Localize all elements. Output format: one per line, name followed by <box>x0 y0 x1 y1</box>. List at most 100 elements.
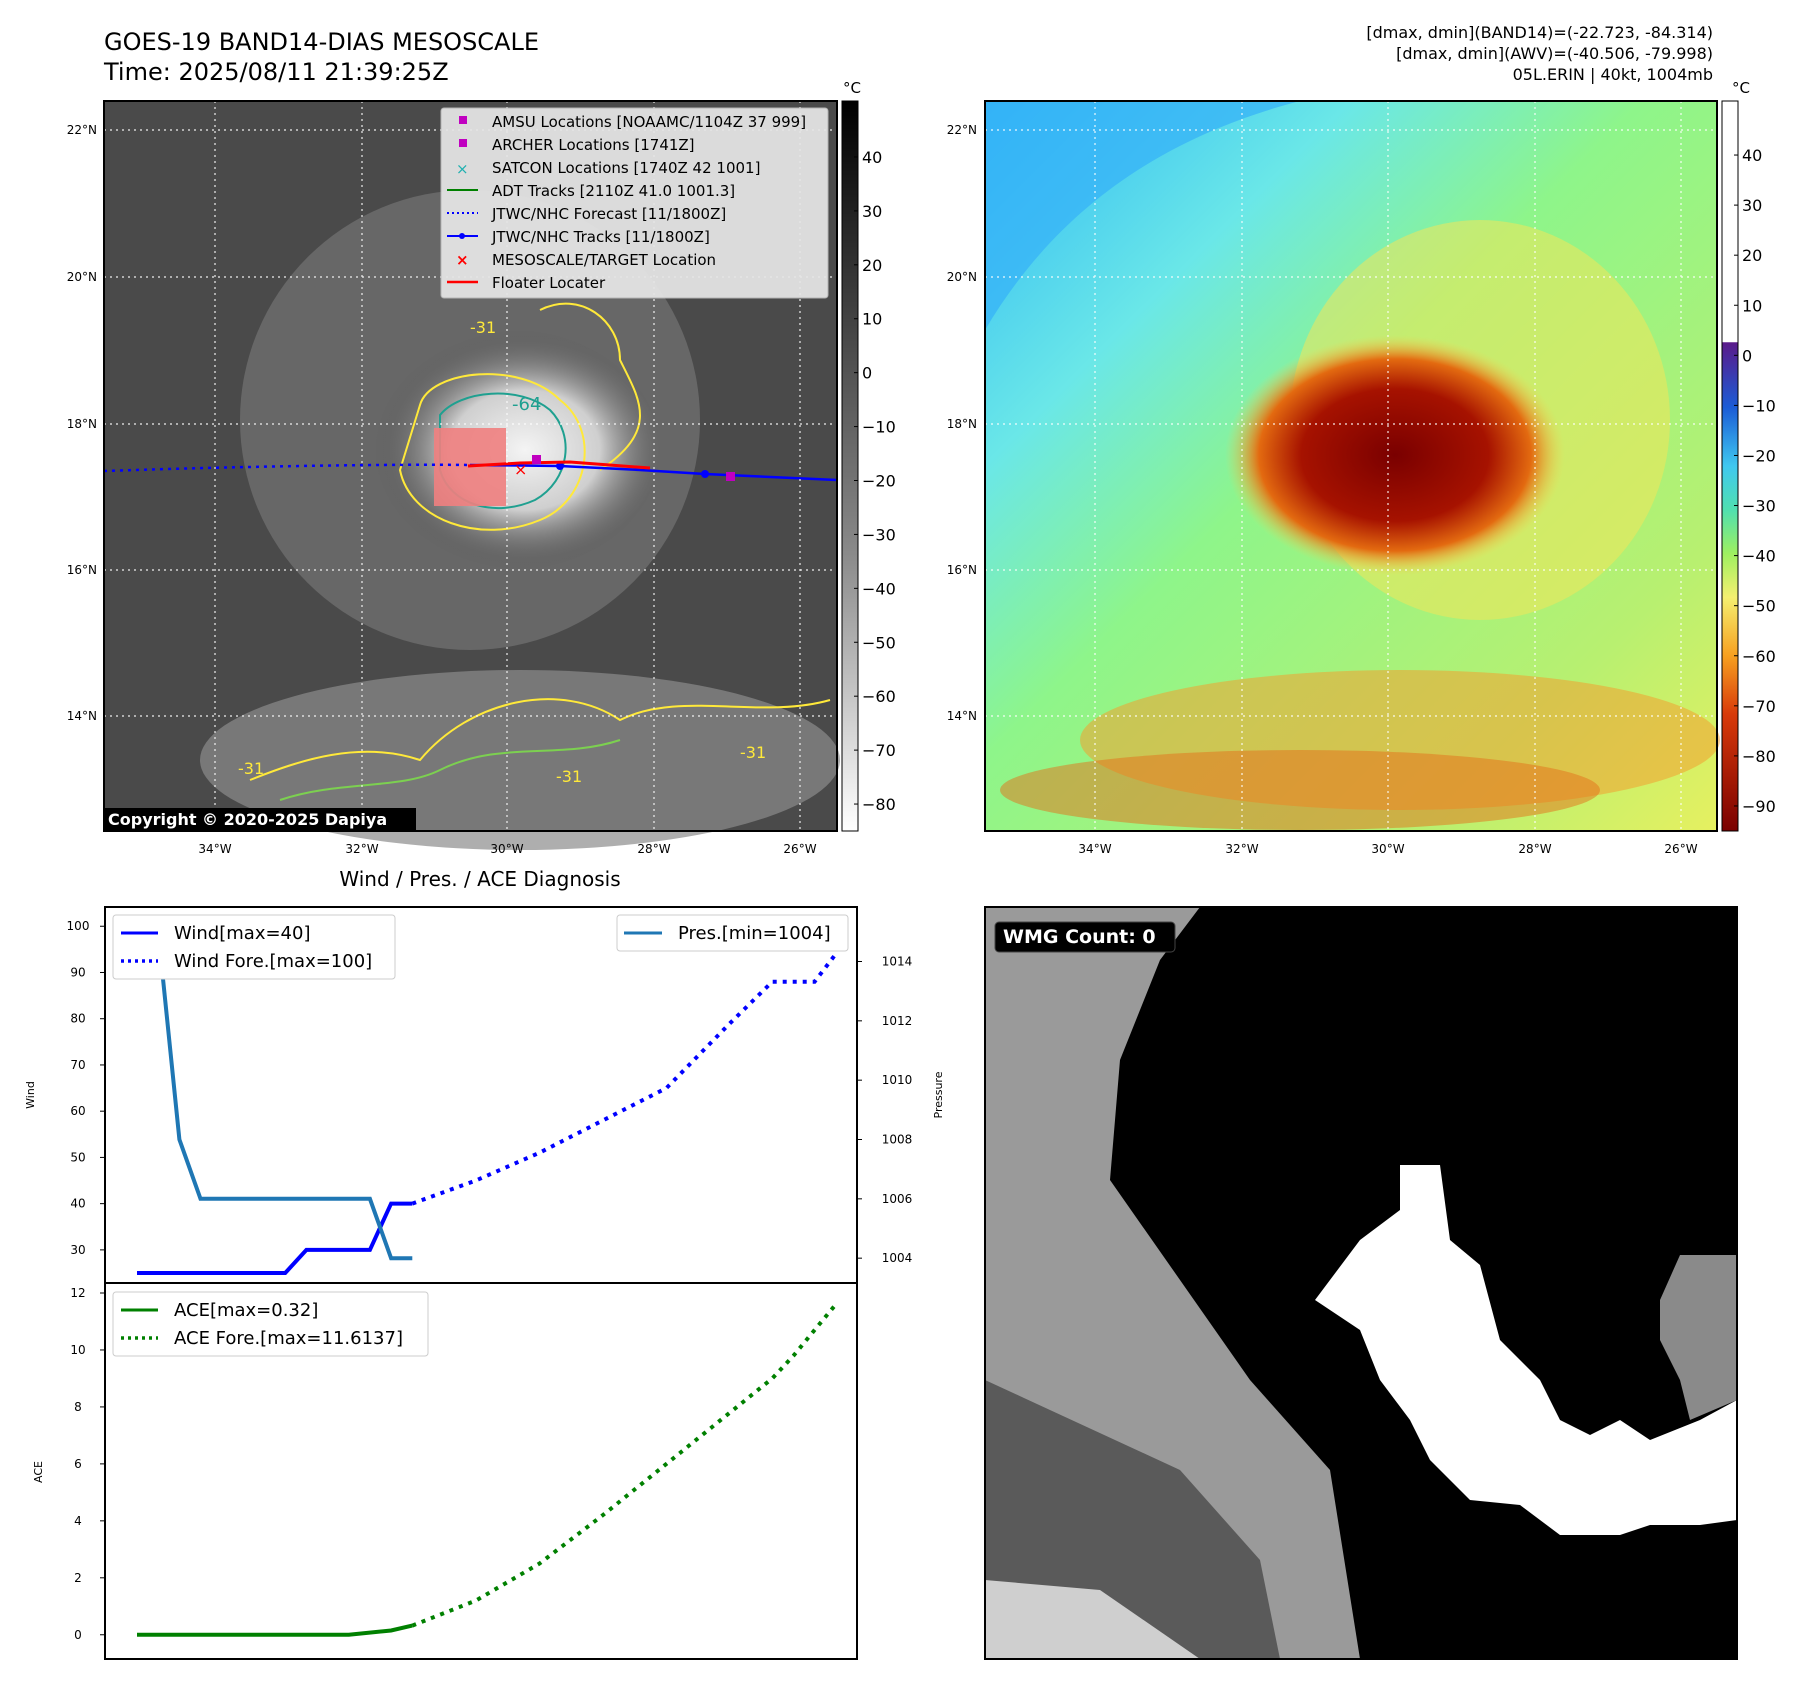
contour-yellow-core <box>398 373 586 531</box>
wmg-count-label: WMG Count: 0 <box>1003 926 1156 948</box>
map-legend: AMSU Locations [NOAAMC/1104Z 37 999] ARC… <box>440 107 829 299</box>
awv-lat-label: 22°N <box>947 123 977 137</box>
ace-chart-series-0 <box>137 1623 413 1637</box>
wind-chart-series-0 <box>137 1201 413 1275</box>
ir-lon-label: 26°W <box>783 842 816 856</box>
wind-chart-ytick-label: 30 <box>70 1243 85 1257</box>
awv-range: [dmax, dmin](AWV)=(-40.506, -79.998) <box>1396 44 1713 63</box>
pressure-chart-ytick-label: 1014 <box>882 955 913 969</box>
ir-colorbar-tick-label: −70 <box>862 741 896 760</box>
ir-lat-label: 18°N <box>67 417 97 431</box>
jtwc-track-point <box>701 470 709 478</box>
ace-chart-ytick-label: 2 <box>74 1571 82 1585</box>
map-legend-box <box>440 107 829 299</box>
awv-south-band-2 <box>1000 750 1600 830</box>
awv-colorbar-tick-label: −70 <box>1742 697 1776 716</box>
ace-chart: 0 2 4 6 8 10 12 ACE ACE[max=0.32] ACE Fore.[ma… <box>32 1282 858 1660</box>
storm-info: 05L.ERIN | 40kt, 1004mb <box>1513 65 1713 84</box>
wind-pressure-chart: 30 40 50 60 70 80 90 100 1004 1006 1008 1010 1012 101… <box>24 906 945 1284</box>
ace-chart-ytick-label: 12 <box>70 1286 85 1300</box>
pressure-chart-ytick-label: 1012 <box>882 1014 913 1028</box>
awv-colorbar-tick-label: −50 <box>1742 597 1776 616</box>
wind-axis-label: Wind <box>24 1081 37 1109</box>
wind-legend-box <box>112 914 396 980</box>
amsu-marker <box>726 472 735 481</box>
ace-axis-label: ACE <box>32 1461 45 1483</box>
awv-colorbar-tick-label: 0 <box>1742 346 1752 365</box>
contour-label-31b: -31 <box>238 759 264 778</box>
ir-lat-label: 22°N <box>67 123 97 137</box>
wind-chart-ytick-label: 60 <box>70 1104 85 1118</box>
wmg-gray-patch <box>1660 1255 1737 1420</box>
awv-colorbar-tick-label: −60 <box>1742 647 1776 666</box>
ir-colorbar-tick-label: −10 <box>862 418 896 437</box>
ir-colorbar-tick-label: 30 <box>862 202 882 221</box>
floater-locater-track <box>467 460 651 470</box>
ace-chart-ytick-label: 10 <box>70 1343 85 1357</box>
contour-yellow-south <box>249 698 831 781</box>
awv-lat-label: 20°N <box>947 270 977 284</box>
wmg-badge <box>994 921 1176 953</box>
awv-gridlines <box>985 101 1717 831</box>
ir-lon-label: 30°W <box>490 842 523 856</box>
figure-time: Time: 2025/08/11 21:39:25Z <box>103 58 449 86</box>
awv-lon-label: 28°W <box>1518 842 1551 856</box>
awv-lat-label: 18°N <box>947 417 977 431</box>
pressure-chart-series-0 <box>137 929 413 1261</box>
wmg-lightgray-region <box>985 1580 1200 1659</box>
pressure-chart-ytick-label: 1004 <box>882 1251 913 1265</box>
awv-lon-label: 32°W <box>1225 842 1258 856</box>
legend-archer-marker <box>459 139 467 147</box>
legend-tracks-label: JTWC/NHC Tracks [11/1800Z] <box>491 228 710 246</box>
ir-colorbar-tick-label: −30 <box>862 525 896 544</box>
ace-legend-label: ACE[max=0.32] <box>174 1300 318 1321</box>
copyright-text: Copyright © 2020-2025 Dapiya <box>108 810 387 829</box>
wind-chart-ytick-label: 50 <box>70 1150 85 1164</box>
ir-colorbar-tick-label: 10 <box>862 310 882 329</box>
wind-chart-ytick-label: 100 <box>67 919 90 933</box>
legend-floater-label: Floater Locater <box>492 274 606 292</box>
wind-chart-ytick-label: 90 <box>70 965 85 979</box>
awv-colorbar-tick-label: 30 <box>1742 196 1762 215</box>
ir-colorbar-ramp <box>841 100 859 832</box>
awv-frame <box>984 100 1718 832</box>
copyright-box <box>104 808 416 830</box>
jtwc-forecast-track <box>103 463 471 473</box>
awv-lat-label: 16°N <box>947 563 977 577</box>
awv-colorbar-tick-label: −80 <box>1742 747 1776 766</box>
legend-satcon-label: SATCON Locations [1740Z 42 1001] <box>492 159 760 177</box>
awv-lon-label: 34°W <box>1078 842 1111 856</box>
legend-target-marker: × <box>456 251 469 269</box>
wmg-white-region <box>1315 1165 1737 1535</box>
ir-colorbar-tick-label: −50 <box>862 633 896 652</box>
ir-lat-label: 14°N <box>67 709 97 723</box>
target-x-marker: × <box>514 460 527 479</box>
wind-chart-ytick-label: 70 <box>70 1058 85 1072</box>
ir-colorbar-tick-label: −60 <box>862 687 896 706</box>
awv-colorbar-tick-label: 40 <box>1742 146 1762 165</box>
contour-label-31c: -31 <box>740 743 766 762</box>
ir-colorbar-tick-label: −40 <box>862 579 896 598</box>
contour-label-31a: -31 <box>470 318 496 337</box>
legend-amsu-label: AMSU Locations [NOAAMC/1104Z 37 999] <box>492 113 806 131</box>
ir-colorbar-tick-label: −20 <box>862 472 896 491</box>
ir-colorbar-tick-label: 0 <box>862 364 872 383</box>
ir-colorbar-tick-label: −80 <box>862 795 896 814</box>
awv-lon-label: 30°W <box>1371 842 1404 856</box>
awv-colorbar-tick-label: −10 <box>1742 396 1776 415</box>
awv-colorbar-tick-label: −90 <box>1742 797 1776 816</box>
awv-colorbar-tick-label: 10 <box>1742 296 1762 315</box>
figure-title: GOES-19 BAND14-DIAS MESOSCALE <box>104 28 539 56</box>
awv-lon-label: 26°W <box>1664 842 1697 856</box>
ir-lat-label: 16°N <box>67 563 97 577</box>
ir-map-axes: 22°N 20°N 18°N 16°N 14°N 34°W 32°W 30°W … <box>67 123 817 856</box>
awv-lat-label: 14°N <box>947 709 977 723</box>
awv-colorbar: °C 40 30 20 10 0 −10 −20 −30 −40 −50 −60 −70 −80 −90 <box>1721 79 1776 832</box>
contour-green-south <box>279 739 621 801</box>
contour-label-31d: -31 <box>556 767 582 786</box>
contour-yellow-arc <box>539 302 641 471</box>
ir-colorbar-unit: °C <box>843 79 861 97</box>
ace-chart-ytick-label: 4 <box>74 1514 82 1528</box>
ir-colorbar-tick-label: 40 <box>862 148 882 167</box>
awv-map-panel <box>984 100 1720 832</box>
